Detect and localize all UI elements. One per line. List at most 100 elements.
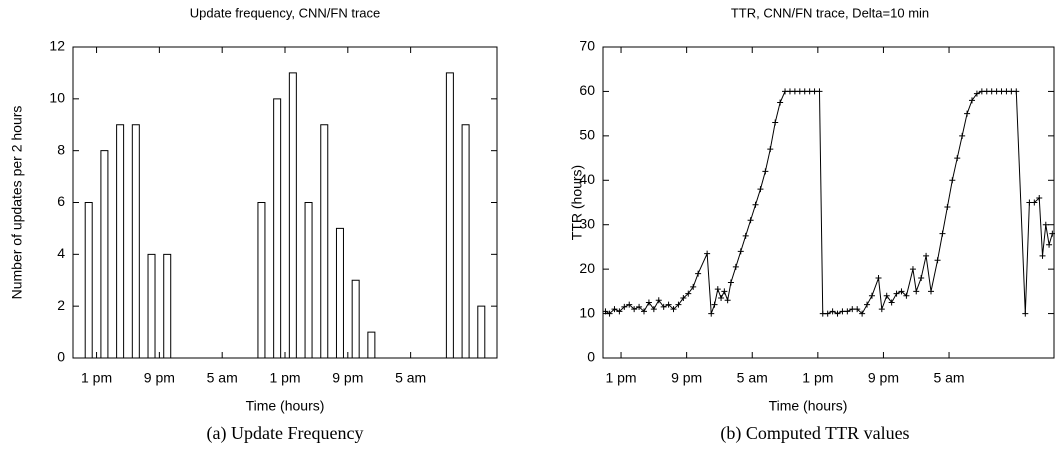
point-marker (606, 310, 613, 317)
point-marker (724, 297, 731, 304)
point-marker (695, 270, 702, 277)
bar (477, 305, 486, 358)
x-axis-label: Time (hours) (769, 398, 848, 414)
point-marker (913, 288, 920, 295)
point-marker (893, 290, 900, 297)
point-marker (655, 297, 662, 304)
y-tick-label: 60 (579, 82, 595, 98)
y-tick-label: 10 (579, 304, 595, 320)
plot-frame (72, 46, 498, 359)
point-marker (626, 301, 633, 308)
point-marker (737, 248, 744, 255)
point-marker (757, 186, 764, 193)
point-marker (859, 310, 866, 317)
point-marker (954, 155, 961, 162)
x-tick-label: 5 am (395, 370, 426, 386)
point-marker (675, 301, 682, 308)
x-tick-label: 5 am (933, 370, 964, 386)
y-tick-label: 0 (57, 349, 65, 365)
bar (131, 124, 140, 358)
point-marker (762, 168, 769, 175)
x-tick-label: 1 pm (81, 370, 112, 386)
x-axis-label: Time (hours) (246, 398, 325, 414)
y-tick-label: 10 (49, 90, 65, 106)
point-marker (944, 203, 951, 210)
point-marker (934, 257, 941, 264)
bar (163, 253, 172, 358)
chart-title: Update frequency, CNN/FN trace (190, 5, 381, 20)
x-tick-label: 5 am (737, 370, 768, 386)
point-marker (704, 250, 711, 257)
point-marker (898, 288, 905, 295)
x-tick-label: 1 pm (269, 370, 300, 386)
y-tick-label: 8 (57, 141, 65, 157)
point-marker (1039, 252, 1046, 259)
point-marker (888, 299, 895, 306)
bar (257, 202, 266, 358)
point-marker (1049, 230, 1055, 237)
point-marker (1013, 88, 1020, 95)
point-marker (777, 99, 784, 106)
point-marker (829, 308, 836, 315)
point-marker (824, 310, 831, 317)
point-marker (964, 110, 971, 117)
y-tick-label: 6 (57, 193, 65, 209)
y-tick-label: 12 (49, 38, 65, 54)
y-tick-label: 0 (587, 349, 595, 365)
point-marker (949, 177, 956, 184)
point-marker (928, 288, 934, 295)
point-marker (772, 119, 779, 126)
caption: (b) Computed TTR values (720, 423, 909, 444)
point-marker (721, 288, 728, 295)
point-marker (742, 232, 749, 239)
bar (445, 72, 454, 358)
x-tick-label: 9 pm (868, 370, 899, 386)
point-marker (1022, 310, 1029, 317)
point-marker (685, 290, 692, 297)
point-marker (660, 303, 667, 310)
y-axis-label: Number of updates per 2 hours (9, 106, 25, 300)
point-marker (844, 308, 851, 315)
point-marker (732, 263, 739, 270)
point-marker (969, 97, 975, 104)
point-marker (752, 201, 759, 208)
plot-frame (602, 46, 1055, 359)
point-marker (834, 310, 841, 317)
x-tick-label: 9 pm (671, 370, 702, 386)
bar (100, 150, 109, 358)
point-marker (631, 306, 638, 313)
point-marker (767, 146, 774, 153)
point-marker (1046, 241, 1053, 248)
point-marker (903, 292, 910, 299)
point-marker (1042, 221, 1049, 228)
point-marker (714, 286, 721, 293)
point-marker (602, 308, 609, 315)
point-marker (727, 279, 734, 286)
y-tick-label: 2 (57, 297, 65, 313)
point-marker (864, 301, 871, 308)
y-axis-label: TTR (hours) (569, 165, 585, 240)
bar (367, 331, 376, 358)
point-marker (636, 303, 643, 310)
point-marker (711, 301, 718, 308)
y-tick-label: 4 (57, 245, 65, 261)
bar (304, 202, 313, 358)
bar (351, 279, 360, 358)
point-marker (1036, 195, 1043, 202)
point-marker (670, 306, 677, 313)
point-marker (650, 306, 657, 313)
point-marker (718, 295, 725, 302)
point-marker (816, 88, 823, 95)
bar (273, 98, 282, 358)
point-marker (621, 303, 628, 310)
y-tick-label: 50 (579, 127, 595, 143)
chart-title: TTR, CNN/FN trace, Delta=10 min (731, 5, 929, 20)
bar (320, 124, 329, 358)
point-marker (959, 132, 966, 139)
x-tick-label: 9 pm (332, 370, 363, 386)
point-marker (854, 306, 861, 313)
point-marker (616, 308, 623, 315)
point-marker (973, 90, 980, 97)
point-marker (747, 217, 754, 224)
